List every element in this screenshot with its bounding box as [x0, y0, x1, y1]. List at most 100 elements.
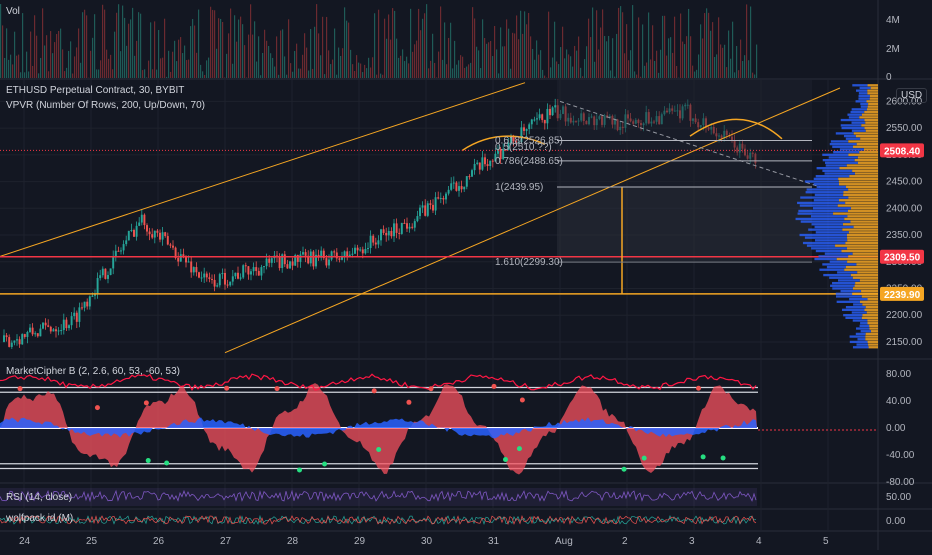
- volume-bar: [304, 33, 305, 78]
- mcb-signal-dot: [406, 400, 411, 405]
- volume-bar: [364, 65, 365, 78]
- vpvr-down-bar: [843, 191, 878, 193]
- volume-bar: [604, 36, 605, 78]
- vpvr-up-bar: [822, 154, 848, 156]
- candle-body: [34, 333, 36, 334]
- vpvr-down-bar: [865, 122, 878, 124]
- vpvr-up-bar: [860, 87, 871, 89]
- candle-body: [536, 118, 538, 119]
- volume-bar: [232, 64, 233, 78]
- volume-bar: [330, 64, 331, 78]
- volume-bar: [598, 49, 599, 78]
- vpvr-down-bar: [857, 143, 878, 145]
- candle-body: [479, 163, 481, 170]
- volume-bar: [486, 44, 487, 78]
- vpvr-up-bar: [807, 188, 849, 190]
- volume-bar: [338, 48, 339, 78]
- volume-bar: [20, 72, 21, 78]
- volume-bar: [86, 15, 87, 78]
- volume-bar: [38, 73, 39, 78]
- volume-bar: [154, 21, 155, 78]
- volume-bar: [34, 15, 35, 78]
- vpvr-up-bar: [860, 103, 868, 105]
- candle-body: [284, 254, 286, 264]
- candle-body: [237, 273, 239, 279]
- vpvr-up-bar: [841, 124, 862, 126]
- vpvr-down-bar: [857, 271, 878, 273]
- candle-body: [367, 248, 369, 249]
- candle-body: [24, 334, 26, 337]
- volume-bar: [56, 34, 57, 78]
- volume-bar: [100, 60, 101, 78]
- vpvr-up-bar: [825, 162, 858, 164]
- candle-body: [58, 330, 60, 331]
- volume-bar: [68, 51, 69, 78]
- volume-bar: [414, 44, 415, 78]
- candle-body: [383, 229, 385, 233]
- volume-bar: [146, 77, 147, 78]
- mcb-tick-1: 40.00: [886, 396, 911, 407]
- candle-body: [50, 327, 52, 332]
- volume-bar: [26, 52, 27, 78]
- volume-bar: [226, 54, 227, 78]
- volume-bar: [660, 50, 661, 78]
- volume-bar: [292, 72, 293, 78]
- volume-bar: [158, 30, 159, 78]
- volume-bar: [554, 22, 555, 78]
- volume-bar: [16, 56, 17, 78]
- mcb-tick-4: -80.00: [886, 477, 915, 488]
- vpvr-up-bar: [845, 317, 861, 319]
- vpvr-up-bar: [826, 164, 847, 166]
- volume-bar: [280, 30, 281, 78]
- volume-bar: [196, 53, 197, 78]
- vpvr-down-bar: [866, 333, 878, 335]
- currency-button[interactable]: USD: [896, 88, 927, 103]
- mcb-signal-dot: [376, 447, 381, 452]
- vpvr-down-bar: [861, 290, 878, 292]
- volume-bar: [420, 30, 421, 78]
- vpvr-up-bar: [837, 301, 860, 303]
- candle-body: [104, 269, 106, 279]
- candle-body: [227, 285, 229, 286]
- mcb-signal-dot: [622, 467, 627, 472]
- volume-bar: [328, 50, 329, 78]
- vpvr-down-bar: [867, 311, 878, 313]
- candle-body: [102, 269, 104, 276]
- candle-body: [302, 252, 304, 254]
- volume-bar: [714, 57, 715, 78]
- candle-body: [167, 236, 169, 244]
- candle-body: [211, 279, 213, 280]
- vpvr-up-bar: [817, 186, 846, 188]
- volume-bar: [476, 47, 477, 78]
- candle-body: [440, 198, 442, 199]
- vpvr-up-bar: [856, 343, 868, 345]
- volume-bar: [230, 9, 231, 78]
- vpvr-up-bar: [805, 180, 839, 182]
- volume-bar: [116, 13, 117, 78]
- volume-bar: [452, 68, 453, 78]
- volume-bar: [48, 71, 49, 78]
- vpvr-up-bar: [860, 322, 867, 324]
- vpvr-down-bar: [846, 266, 878, 268]
- candle-body: [89, 296, 91, 306]
- vpvr-up-bar: [852, 108, 867, 110]
- vpvr-down-bar: [868, 106, 878, 108]
- vpvr-up-bar: [808, 228, 842, 230]
- volume-bar: [480, 68, 481, 78]
- volume-bar: [468, 64, 469, 78]
- volume-bar: [242, 24, 243, 78]
- vpvr-up-bar: [815, 239, 847, 241]
- candle-body: [159, 233, 161, 240]
- vpvr-down-bar: [852, 170, 878, 172]
- candle-body: [60, 330, 62, 331]
- volume-bar: [438, 52, 439, 78]
- vpvr-down-bar: [845, 242, 878, 244]
- fib-label-1: 0.786(2488.65): [495, 156, 563, 167]
- vpvr-up-bar: [822, 170, 852, 172]
- volume-bar: [108, 59, 109, 78]
- candle-body: [489, 161, 491, 166]
- volume-bar: [372, 57, 373, 78]
- volume-bar: [698, 54, 699, 78]
